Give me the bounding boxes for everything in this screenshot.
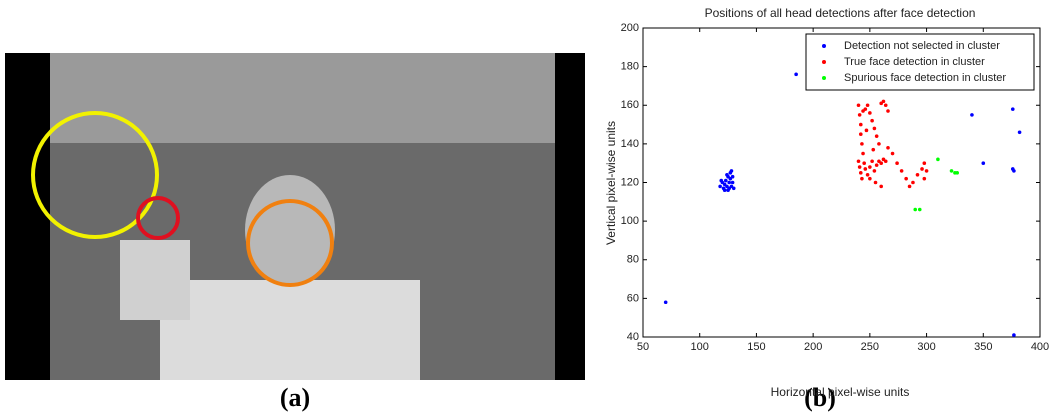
x-tick-label: 250 — [861, 341, 879, 353]
point — [925, 169, 929, 173]
point — [719, 179, 723, 183]
point — [731, 181, 735, 185]
point — [870, 119, 874, 123]
point — [794, 73, 798, 77]
point — [1012, 333, 1016, 337]
point — [858, 165, 862, 169]
point — [866, 103, 870, 107]
chart-title: Positions of all head detections after f… — [705, 6, 976, 20]
point — [861, 152, 865, 156]
x-tick-label: 300 — [917, 341, 935, 353]
point — [879, 161, 883, 165]
point — [955, 171, 959, 175]
point — [981, 161, 985, 165]
y-tick-label: 200 — [621, 22, 639, 34]
point — [725, 173, 729, 177]
point — [724, 179, 728, 183]
y-tick-label: 160 — [621, 99, 639, 111]
legend-marker — [822, 60, 826, 64]
point — [727, 181, 731, 185]
point — [858, 113, 862, 117]
legend-label: True face detection in cluster — [844, 56, 985, 68]
point — [900, 169, 904, 173]
point — [886, 109, 890, 113]
point — [860, 177, 864, 181]
point — [923, 161, 927, 165]
point — [860, 142, 864, 146]
figure: (a) (b) Positions of all head detections… — [0, 0, 1052, 418]
point — [875, 134, 879, 138]
point — [916, 173, 920, 177]
y-axis-label: Vertical pixel-wise units — [604, 121, 618, 245]
legend-label: Spurious face detection in cluster — [844, 72, 1006, 84]
point — [877, 142, 881, 146]
point — [859, 171, 863, 175]
point — [1011, 107, 1015, 111]
point — [911, 181, 915, 185]
x-tick-label: 400 — [1031, 341, 1049, 353]
y-tick-label: 60 — [627, 292, 639, 304]
point — [865, 129, 869, 133]
y-tick-label: 40 — [627, 331, 639, 343]
y-tick-label: 180 — [621, 61, 639, 73]
y-tick-label: 80 — [627, 254, 639, 266]
point — [874, 181, 878, 185]
point — [879, 185, 883, 189]
point — [857, 159, 861, 163]
y-tick-label: 100 — [621, 215, 639, 227]
x-tick-label: 200 — [804, 341, 822, 353]
point — [857, 103, 861, 107]
point — [950, 169, 954, 173]
point — [870, 159, 874, 163]
point — [727, 186, 731, 190]
point — [923, 177, 927, 181]
y-tick-label: 140 — [621, 138, 639, 150]
legend-label: Detection not selected in cluster — [844, 40, 1000, 52]
point — [970, 113, 974, 117]
point — [882, 100, 886, 104]
point — [1018, 130, 1022, 134]
point — [868, 111, 872, 115]
point — [908, 185, 912, 189]
point — [891, 152, 895, 156]
point — [871, 148, 875, 152]
point — [730, 169, 734, 173]
point — [936, 158, 940, 162]
x-tick-label: 350 — [974, 341, 992, 353]
point — [913, 208, 917, 212]
legend-marker — [822, 76, 826, 80]
legend-marker — [822, 44, 826, 48]
y-tick-label: 120 — [621, 176, 639, 188]
point — [862, 161, 866, 165]
point — [873, 127, 877, 131]
point — [884, 103, 888, 107]
point — [873, 169, 877, 173]
photo — [5, 53, 585, 380]
point — [731, 175, 735, 179]
point — [884, 159, 888, 163]
point — [864, 167, 868, 171]
point — [868, 177, 872, 181]
point — [1012, 169, 1016, 173]
point — [664, 300, 668, 304]
point — [723, 188, 727, 192]
point — [886, 146, 890, 150]
x-axis-label: Horizontal pixel-wise units — [771, 385, 910, 399]
point — [718, 185, 722, 189]
point — [859, 123, 863, 127]
panel-label: (a) — [280, 383, 310, 412]
point — [866, 173, 870, 177]
point — [918, 208, 922, 212]
point — [904, 177, 908, 181]
x-tick-label: 150 — [747, 341, 765, 353]
point — [895, 161, 899, 165]
point — [868, 165, 872, 169]
point — [920, 167, 924, 171]
point — [861, 109, 865, 113]
point — [875, 163, 879, 167]
point — [859, 132, 863, 136]
point — [732, 186, 736, 190]
x-tick-label: 100 — [691, 341, 709, 353]
